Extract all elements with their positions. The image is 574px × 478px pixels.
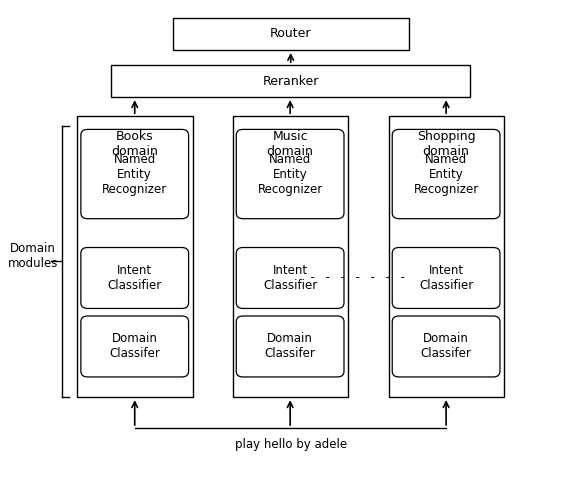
FancyBboxPatch shape (392, 316, 500, 377)
Text: Books
domain: Books domain (111, 130, 158, 158)
FancyBboxPatch shape (236, 130, 344, 218)
Text: play hello by adele: play hello by adele (235, 438, 347, 451)
FancyBboxPatch shape (81, 130, 189, 218)
Bar (233, 116, 348, 397)
Text: Shopping
domain: Shopping domain (417, 130, 475, 158)
FancyBboxPatch shape (392, 130, 500, 218)
FancyBboxPatch shape (392, 248, 500, 308)
Text: - - - - - - -: - - - - - - - (309, 271, 407, 284)
Text: Named
Entity
Recognizer: Named Entity Recognizer (258, 152, 323, 196)
Bar (173, 18, 409, 50)
FancyBboxPatch shape (81, 248, 189, 308)
Text: Domain
Classifer: Domain Classifer (265, 333, 316, 360)
Text: Domain
Classifer: Domain Classifer (421, 333, 472, 360)
FancyBboxPatch shape (236, 316, 344, 377)
Text: Named
Entity
Recognizer: Named Entity Recognizer (413, 152, 479, 196)
Bar (389, 116, 504, 397)
Text: Intent
Classifier: Intent Classifier (419, 264, 473, 292)
Text: Named
Entity
Recognizer: Named Entity Recognizer (102, 152, 168, 196)
Bar (77, 116, 192, 397)
FancyBboxPatch shape (236, 248, 344, 308)
Text: Music
domain: Music domain (267, 130, 313, 158)
Text: Intent
Classifier: Intent Classifier (107, 264, 162, 292)
Text: Domain
modules: Domain modules (7, 241, 58, 270)
Text: Router: Router (270, 27, 312, 41)
Text: Reranker: Reranker (262, 75, 319, 87)
Text: Intent
Classifier: Intent Classifier (263, 264, 317, 292)
Text: Domain
Classifer: Domain Classifer (109, 333, 160, 360)
FancyBboxPatch shape (81, 316, 189, 377)
Bar (111, 65, 470, 97)
